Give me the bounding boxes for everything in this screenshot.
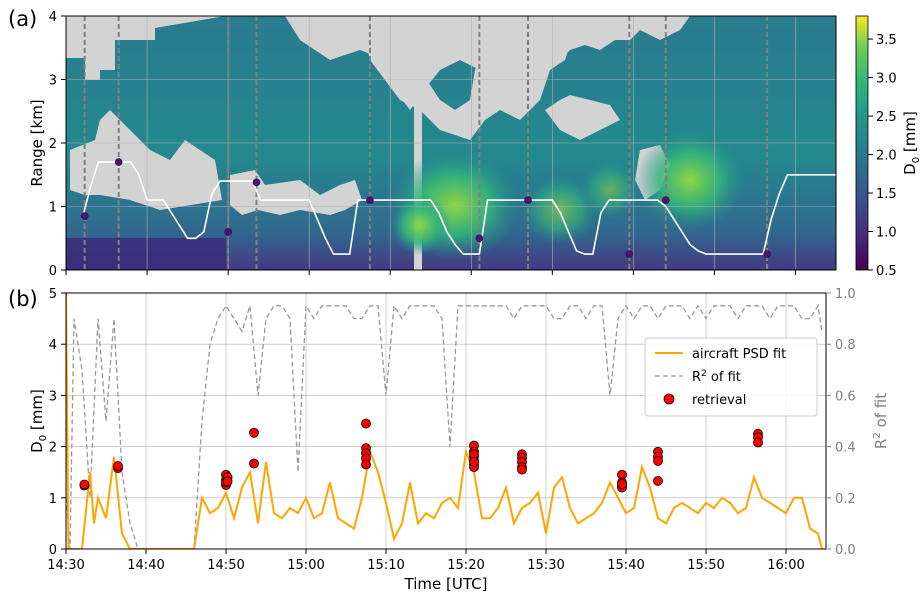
colorbar-tick-label: 3.0 (876, 72, 897, 87)
panel-b-line-chart: (b) 0 1 2 3 4 5 0.0 0.2 0.4 0.6 0.8 1.0 14:30 14:40… (8, 287, 890, 593)
flight-track-line (81, 161, 836, 255)
panel-b-y-ticks: 0 1 2 3 4 5 (49, 287, 66, 558)
retrieval-point (361, 459, 371, 470)
colorbar-ticks: 0.5 1.0 1.5 2.0 2.5 3.0 3.5 (868, 33, 897, 279)
panel-b-xtick-label: 15:40 (607, 558, 644, 573)
retrieval-point (79, 479, 90, 490)
hotspot-4 (520, 175, 600, 245)
no-data-region-right (545, 95, 620, 140)
panel-a-heatmap: (a) 0 1 2 3 4 Range [km] 0 (8, 7, 922, 279)
panel-a-ylabel: Range [km] (28, 99, 46, 186)
retrieval-point (361, 418, 371, 429)
retrieval-point (517, 464, 527, 475)
panel-b-ytick-label: 4 (49, 338, 57, 353)
panel-b-ytick-right-label: 0.6 (835, 389, 856, 404)
legend-box (644, 337, 818, 417)
panel-b-ytick-right-label: 0.4 (835, 441, 856, 456)
colorbar-tick-label: 2.5 (876, 110, 897, 125)
hotspot-5 (580, 160, 640, 220)
panel-b-ylabel-right: R2 of fit (872, 393, 890, 449)
panel-a-retrieval-marker (114, 158, 123, 166)
panel-b-ytick-label: 0 (49, 543, 57, 558)
panel-b-ytick-label: 5 (49, 287, 57, 302)
colorbar-tick-label: 1.5 (876, 187, 897, 202)
panel-b-xtick-label: 14:40 (127, 558, 164, 573)
retrieval-series-markers (79, 418, 763, 493)
panel-a-retrieval-marker (661, 196, 670, 204)
panel-b-x-ticks: 14:30 14:40 14:50 15:00 15:10 15:20 15:30 15:40… (47, 549, 805, 573)
panel-a-retrieval-marker (80, 212, 89, 220)
hotspot-3 (635, 130, 745, 230)
legend-label-psd: aircraft PSD fit (692, 347, 786, 362)
legend-label-retrieval: retrieval (692, 393, 746, 408)
colorbar-tick-label: 3.5 (876, 33, 897, 48)
panel-a-retrieval-marker (763, 250, 771, 258)
panel-a-x-ticks (65, 270, 796, 275)
panel-b-label: (b) (8, 287, 38, 311)
panel-b-ytick-right-label: 0.0 (835, 543, 856, 558)
retrieval-point (753, 437, 763, 448)
panel-b-xlabel: Time [UTC] (404, 575, 488, 593)
retrieval-point (249, 458, 259, 469)
colorbar-tick-label: 2.0 (876, 149, 897, 164)
panel-a-ytick-label: 3 (49, 74, 57, 89)
panel-b-xtick-label: 16:00 (767, 558, 804, 573)
panel-a-y-ticks: 0 1 2 3 4 (49, 10, 66, 279)
colorbar-tick-label: 0.5 (876, 264, 897, 279)
panel-b-ytick-right-label: 0.2 (835, 492, 856, 507)
panel-a-dashed-verticals (83, 16, 769, 270)
panel-b-xtick-label: 15:30 (527, 558, 564, 573)
panel-a-retrieval-marker (625, 250, 634, 258)
panel-b-background (66, 293, 826, 549)
panel-b-xtick-label: 15:10 (367, 558, 404, 573)
legend-swatch-retrieval (663, 393, 675, 405)
legend-label-r2: R2 of fit (692, 369, 741, 385)
panel-b-xtick-label: 15:50 (687, 558, 724, 573)
retrieval-point (249, 427, 259, 438)
colorbar-tick-label: 1.0 (876, 226, 897, 241)
panel-b-xtick-label: 14:30 (47, 558, 84, 573)
panel-b-xtick-label: 14:50 (207, 558, 244, 573)
retrieval-point (469, 457, 479, 467)
colorbar: 0.5 1.0 1.5 2.0 2.5 3.0 3.5 D0 [mm] (855, 15, 922, 279)
retrieval-point (653, 456, 663, 466)
panel-b-ylabel: D0 [mm] (28, 389, 49, 453)
panel-a-ytick-label: 2 (49, 137, 57, 152)
legend: aircraft PSD fit R2 of fit retrieval (644, 337, 818, 417)
low-level-band (66, 238, 226, 270)
r2-series-line (66, 303, 823, 549)
panel-b-ytick-right-label: 0.8 (835, 338, 856, 353)
panel-a-retrieval-marker (366, 196, 374, 204)
panel-a-retrieval-marker (524, 196, 532, 204)
aircraft-psd-series-line (66, 293, 823, 549)
panel-b-xtick-label: 15:00 (287, 558, 324, 573)
retrieval-point (617, 479, 627, 489)
retrieval-point (113, 461, 123, 471)
panel-a-retrieval-marker (475, 234, 484, 243)
no-data-region-mid (230, 170, 362, 215)
panel-b-y-ticks-right: 0.0 0.2 0.4 0.6 0.8 1.0 (826, 287, 856, 558)
panel-b-frame (65, 292, 827, 550)
no-data-region-left (70, 110, 222, 210)
panel-a-grid (66, 16, 836, 270)
panel-b-ytick-label: 3 (49, 389, 57, 404)
panel-b-ytick-label: 1 (49, 492, 57, 507)
panel-a-ytick-label: 0 (49, 264, 57, 279)
hotspot-2 (390, 195, 450, 255)
panel-a-ytick-label: 1 (49, 201, 57, 216)
panel-a-label: (a) (8, 7, 37, 31)
panel-a-ytick-label: 4 (49, 10, 57, 25)
retrieval-point (222, 476, 233, 487)
panel-b-xtick-label: 15:20 (447, 558, 484, 573)
colorbar-scale (855, 15, 869, 271)
no-data-region-top (360, 16, 575, 140)
panel-a-retrieval-marker (252, 178, 261, 187)
panel-b-ytick-right-label: 1.0 (835, 287, 856, 302)
panel-a-retrieval-markers (80, 158, 771, 258)
panel-a-retrieval-marker (224, 228, 232, 236)
panel-b-ytick-label: 2 (49, 441, 57, 456)
retrieval-point (653, 476, 663, 486)
colorbar-label: D0 [mm] (901, 111, 922, 175)
